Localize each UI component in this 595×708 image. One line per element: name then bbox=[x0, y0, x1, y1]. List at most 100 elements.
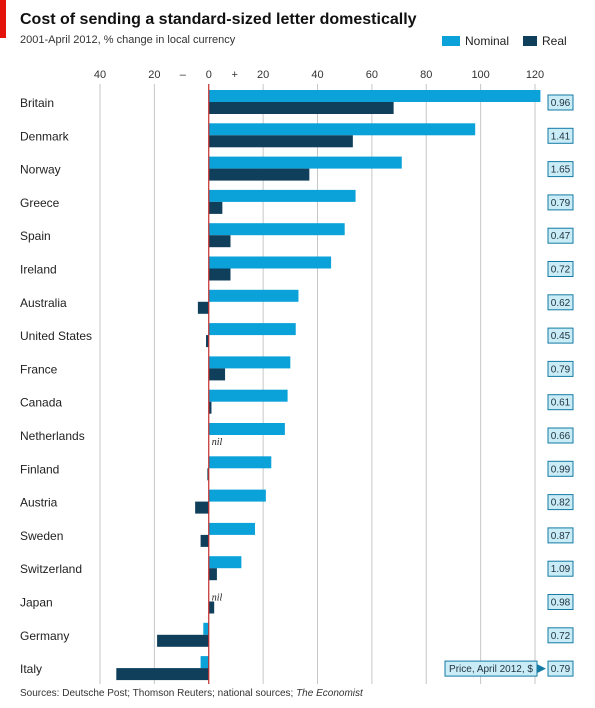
bar-real-united-states bbox=[206, 335, 209, 348]
price-box-sweden bbox=[547, 527, 574, 544]
category-label-germany: Germany bbox=[20, 629, 69, 643]
price-box-norway bbox=[547, 161, 574, 178]
category-label-australia: Australia bbox=[20, 296, 67, 310]
x-tick-label: 20 bbox=[148, 69, 160, 81]
price-column-label: Price, April 2012, $ bbox=[449, 664, 533, 675]
x-axis-ticks: 40 20 0 20 40 60 80 100 120 – + bbox=[94, 69, 544, 81]
bars-layer bbox=[116, 90, 541, 681]
price-value-finland: 0.99 bbox=[551, 464, 571, 475]
x-tick-label: 60 bbox=[366, 69, 378, 81]
category-label-sweden: Sweden bbox=[20, 529, 63, 543]
category-label-italy: Italy bbox=[20, 662, 42, 676]
x-tick-label: 80 bbox=[420, 69, 432, 81]
price-box-denmark bbox=[547, 127, 574, 144]
legend-swatch-nominal bbox=[442, 36, 460, 46]
brand-accent-bar bbox=[0, 0, 6, 38]
bar-real-finland bbox=[207, 468, 209, 481]
bar-real-britain bbox=[208, 102, 394, 114]
bar-nominal-finland bbox=[208, 456, 272, 469]
category-label-greece: Greece bbox=[20, 196, 60, 210]
price-value-switzerland: 1.09 bbox=[551, 564, 571, 575]
gridlines-layer bbox=[99, 84, 536, 684]
chart-title: Cost of sending a standard-sized letter … bbox=[20, 11, 417, 28]
category-label-norway: Norway bbox=[20, 163, 61, 177]
bar-nominal-sweden bbox=[208, 522, 255, 535]
chart-legend: Nominal Real bbox=[442, 34, 567, 48]
bar-nominal-italy bbox=[200, 656, 209, 669]
nil-label-japan: nil bbox=[212, 593, 223, 604]
price-value-japan: 0.98 bbox=[551, 598, 571, 609]
bar-nominal-france bbox=[208, 356, 291, 369]
bar-real-denmark bbox=[208, 135, 353, 148]
price-value-sweden: 0.87 bbox=[551, 531, 571, 542]
nil-label-netherlands: nil bbox=[212, 437, 223, 448]
bar-real-italy bbox=[116, 668, 209, 681]
bar-nominal-austria bbox=[208, 489, 266, 502]
price-box-greece bbox=[547, 194, 574, 211]
price-pointer-arrow bbox=[537, 664, 546, 674]
price-box-australia bbox=[547, 294, 574, 311]
bar-real-canada bbox=[208, 401, 212, 414]
chart-subtitle: 2001-April 2012, % change in local curre… bbox=[20, 34, 236, 46]
bar-real-austria bbox=[195, 501, 209, 514]
legend-swatch-real bbox=[523, 36, 538, 46]
source-note: Sources: Deutsche Post; Thomson Reuters;… bbox=[20, 688, 575, 700]
category-label-japan: Japan bbox=[20, 596, 53, 610]
category-label-austria: Austria bbox=[20, 496, 58, 510]
x-tick-label: 20 bbox=[257, 69, 269, 81]
bar-nominal-united-states bbox=[208, 323, 296, 336]
category-labels: Britain Denmark Norway Greece Spain Ireland Au… bbox=[20, 96, 92, 676]
x-tick-label: 100 bbox=[471, 69, 489, 81]
price-value-canada: 0.61 bbox=[551, 398, 571, 409]
bar-real-greece bbox=[208, 201, 223, 214]
price-box-ireland bbox=[547, 261, 574, 277]
category-label-united-states: United States bbox=[20, 329, 92, 343]
price-box-austria bbox=[547, 494, 574, 511]
price-value-austria: 0.82 bbox=[551, 498, 571, 509]
category-label-netherlands: Netherlands bbox=[20, 429, 85, 443]
category-label-switzerland: Switzerland bbox=[20, 562, 82, 576]
bar-nominal-australia bbox=[208, 289, 299, 302]
category-label-ireland: Ireland bbox=[20, 263, 57, 277]
price-value-italy: 0.79 bbox=[551, 664, 571, 675]
price-value-france: 0.79 bbox=[551, 364, 571, 375]
price-box-spain bbox=[547, 227, 574, 244]
bar-nominal-netherlands bbox=[208, 423, 285, 435]
bar-real-japan bbox=[208, 601, 215, 614]
price-value-britain: 0.96 bbox=[551, 98, 571, 109]
bar-real-ireland bbox=[208, 268, 231, 281]
price-box-netherlands bbox=[547, 427, 574, 444]
price-box-germany bbox=[547, 627, 574, 644]
source-publication: The Economist bbox=[296, 688, 363, 699]
x-tick-label: 40 bbox=[94, 69, 106, 81]
price-value-norway: 1.65 bbox=[551, 165, 571, 176]
price-value-germany: 0.72 bbox=[551, 631, 571, 642]
source-note-text: Sources: Deutsche Post; Thomson Reuters;… bbox=[20, 688, 297, 699]
bar-nominal-britain bbox=[208, 90, 541, 102]
bar-nominal-canada bbox=[208, 389, 288, 402]
bar-real-france bbox=[208, 368, 226, 381]
price-value-australia: 0.62 bbox=[551, 298, 571, 309]
price-box-canada bbox=[547, 394, 574, 411]
price-column: 0.96 1.41 1.65 0.79 0.47 0.72 0.62 0.45 0.79 0.61… bbox=[444, 94, 574, 677]
bar-nominal-greece bbox=[208, 189, 356, 202]
legend-label-nominal: Nominal bbox=[465, 34, 510, 48]
annotations-layer: nil nil bbox=[208, 84, 223, 684]
price-value-greece: 0.79 bbox=[551, 198, 571, 209]
price-value-ireland: 0.72 bbox=[551, 265, 571, 276]
bar-nominal-norway bbox=[208, 156, 402, 169]
price-value-spain: 0.47 bbox=[551, 231, 571, 242]
x-tick-label: 0 bbox=[206, 69, 212, 81]
price-value-denmark: 1.41 bbox=[551, 131, 571, 142]
price-box-switzerland bbox=[547, 560, 574, 577]
bar-nominal-ireland bbox=[208, 256, 332, 269]
negative-sign-label: – bbox=[180, 69, 187, 81]
price-value-netherlands: 0.66 bbox=[551, 431, 571, 442]
category-label-france: France bbox=[20, 362, 58, 376]
price-box-finland bbox=[547, 460, 574, 477]
bar-real-switzerland bbox=[208, 568, 217, 581]
legend-item-real: Real bbox=[523, 34, 567, 48]
bar-nominal-germany bbox=[203, 622, 209, 635]
